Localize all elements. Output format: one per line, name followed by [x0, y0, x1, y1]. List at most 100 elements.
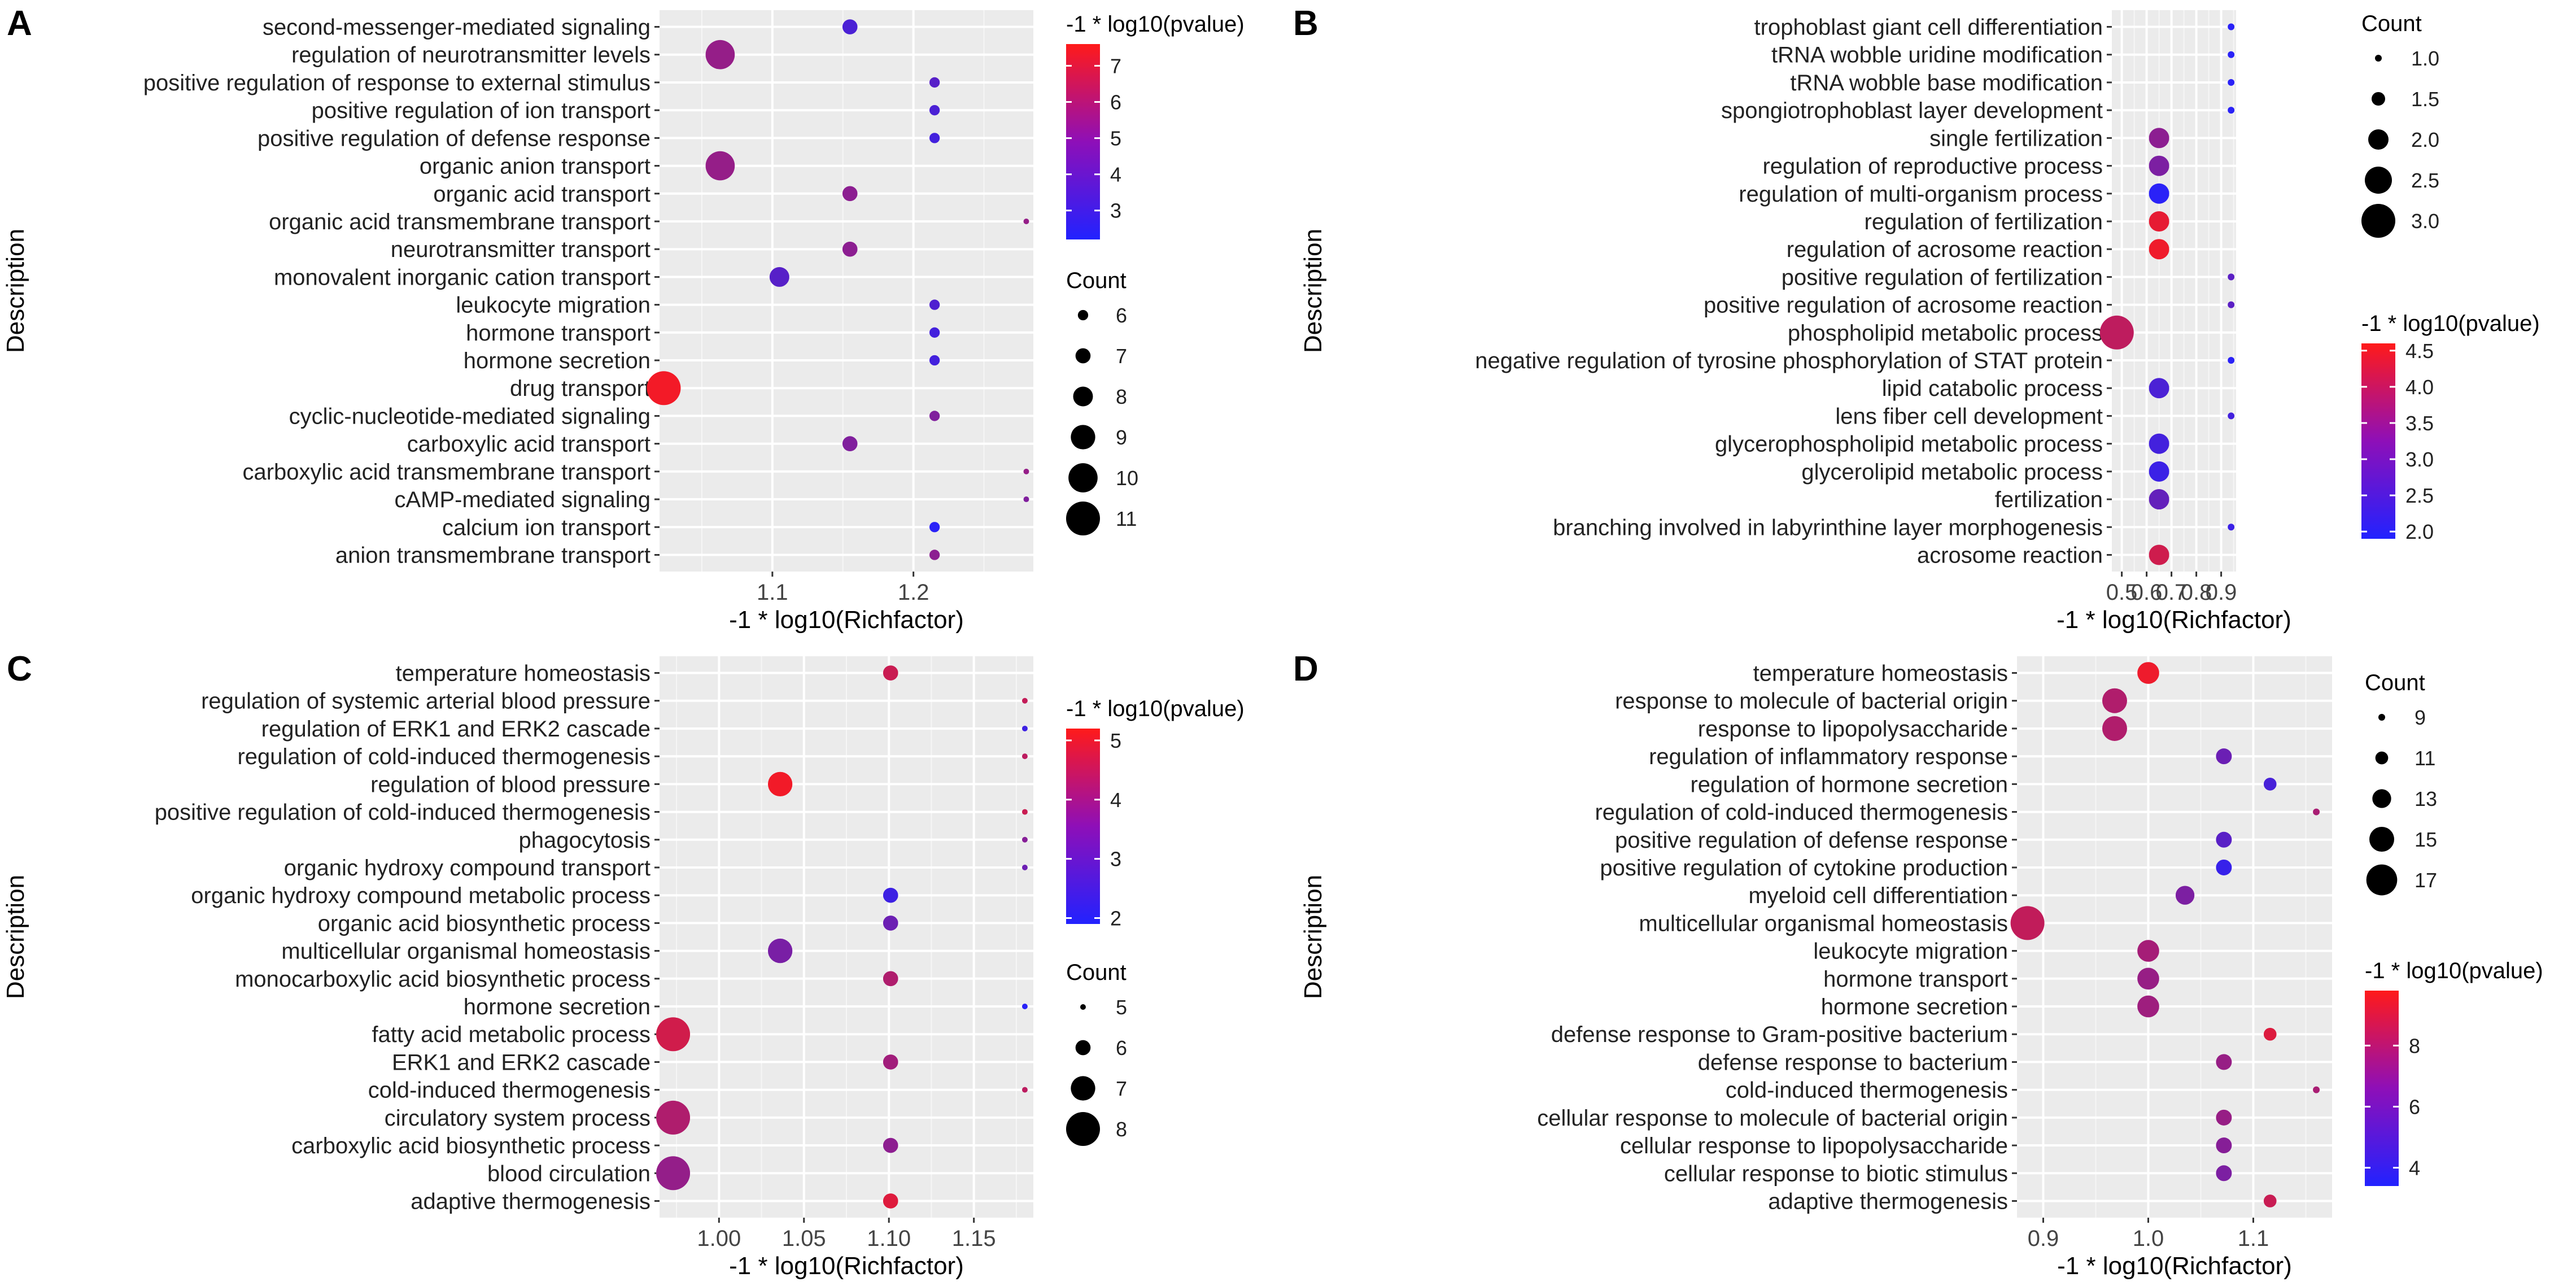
- category-label: organic anion transport: [420, 154, 650, 179]
- data-point: [2149, 239, 2169, 260]
- size-legend-label: 2.0: [2411, 128, 2439, 151]
- data-point: [2216, 859, 2232, 875]
- x-axis-title: -1 * log10(Richfactor): [2057, 606, 2291, 634]
- category-label: anion transmembrane transport: [335, 543, 650, 568]
- data-point: [929, 522, 940, 533]
- data-point: [2137, 940, 2159, 962]
- size-legend-label: 1.5: [2411, 88, 2439, 111]
- size-legend-dot: [2366, 864, 2398, 896]
- data-point: [883, 1137, 898, 1153]
- color-legend-label: 4: [2409, 1157, 2420, 1180]
- data-point: [705, 40, 735, 69]
- data-point: [883, 916, 898, 931]
- panel-label: D: [1293, 649, 1318, 688]
- data-point: [1021, 725, 1028, 731]
- category-label: positive regulation of fertilization: [1782, 265, 2103, 290]
- size-legend-dot: [1080, 1004, 1086, 1010]
- category-label: positive regulation of cytokine producti…: [1600, 856, 2008, 880]
- size-legend-label: 8: [1116, 1118, 1127, 1141]
- category-label: cyclic-nucleotide-mediated signaling: [289, 404, 650, 429]
- category-label: regulation of cold-induced thermogenesis: [237, 744, 650, 769]
- size-legend-label: 9: [2415, 706, 2426, 729]
- data-point: [2228, 301, 2235, 308]
- color-legend-label: 3.5: [2405, 412, 2434, 435]
- data-point: [767, 938, 793, 964]
- category-label: organic acid transmembrane transport: [269, 210, 650, 234]
- category-label: regulation of inflammatory response: [1649, 744, 2008, 769]
- category-label: regulation of hormone secretion: [1690, 772, 2008, 797]
- color-legend-label: 5: [1110, 127, 1121, 150]
- x-tick-label: 1.1: [2238, 1226, 2269, 1251]
- data-point: [1021, 809, 1028, 815]
- data-point: [2149, 461, 2169, 482]
- x-tick-label: 0.7: [2156, 580, 2188, 605]
- x-tick-label: 0.5: [2106, 580, 2138, 605]
- category-label: organic hydroxy compound transport: [284, 856, 650, 880]
- size-legend-dot: [1066, 502, 1100, 535]
- panel-label: A: [7, 4, 32, 43]
- panel-label: B: [1293, 4, 1318, 43]
- category-label: glycerolipid metabolic process: [1801, 460, 2103, 485]
- category-label: circulatory system process: [385, 1106, 650, 1131]
- category-label: hormone secretion: [464, 348, 650, 373]
- category-label: cAMP-mediated signaling: [394, 487, 650, 512]
- category-label: tRNA wobble base modification: [1790, 71, 2103, 95]
- category-label: regulation of multi-organism process: [1739, 182, 2103, 207]
- category-label: branching involved in labyrinthine layer…: [1553, 515, 2103, 540]
- size-legend-dot: [1075, 348, 1091, 364]
- category-label: defense response to Gram-positive bacter…: [1551, 1022, 2008, 1047]
- data-point: [842, 19, 858, 34]
- x-tick-label: 1.2: [898, 580, 929, 605]
- color-legend-label: 2.5: [2405, 484, 2434, 507]
- x-axis-title: -1 * log10(Richfactor): [2057, 1252, 2292, 1280]
- category-label: regulation of systemic arterial blood pr…: [201, 689, 650, 714]
- category-label: positive regulation of defense response: [257, 126, 650, 151]
- data-point: [2149, 183, 2169, 204]
- data-point: [883, 887, 898, 903]
- data-point: [883, 971, 898, 987]
- category-label: cellular response to molecule of bacteri…: [1537, 1106, 2008, 1131]
- data-point: [2137, 995, 2159, 1018]
- size-legend-dot: [2378, 714, 2385, 721]
- category-label: fertilization: [1995, 487, 2103, 512]
- data-point: [1021, 836, 1028, 843]
- color-legend-label: 3.0: [2405, 448, 2434, 471]
- category-label: multicellular organismal homeostasis: [1639, 911, 2008, 936]
- category-label: cold-induced thermogenesis: [1726, 1078, 2008, 1103]
- data-point: [2149, 378, 2169, 399]
- data-point: [929, 550, 940, 560]
- data-point: [767, 771, 793, 797]
- size-legend-dot: [2375, 55, 2382, 62]
- size-legend-dot: [2375, 751, 2389, 765]
- x-tick-label: 1.00: [697, 1226, 741, 1251]
- data-point: [2263, 1027, 2277, 1041]
- data-point: [2228, 23, 2235, 30]
- y-axis-title: Description: [2, 875, 29, 999]
- category-label: regulation of blood pressure: [370, 772, 650, 797]
- data-point: [1021, 698, 1028, 704]
- color-legend-label: 3: [1110, 848, 1121, 871]
- category-label: negative regulation of tyrosine phosphor…: [1475, 348, 2103, 373]
- size-legend-label: 11: [2415, 747, 2435, 770]
- data-point: [2228, 79, 2235, 86]
- plot-background: [660, 10, 1033, 572]
- size-legend-dot: [2368, 129, 2389, 150]
- category-label: single fertilization: [1929, 126, 2103, 151]
- size-legend-label: 17: [2415, 869, 2437, 892]
- size-legend-dot: [2372, 789, 2391, 808]
- data-point: [2175, 886, 2195, 905]
- data-point: [929, 77, 940, 88]
- size-legend-dot: [1071, 425, 1095, 450]
- data-point: [647, 371, 681, 406]
- category-label: calcium ion transport: [442, 515, 650, 540]
- data-point: [842, 436, 858, 451]
- category-label: monocarboxylic acid biosynthetic process: [235, 967, 650, 992]
- color-legend-label: 3: [1110, 199, 1121, 223]
- data-point: [2216, 1165, 2232, 1182]
- data-point: [883, 665, 898, 681]
- data-point: [2228, 412, 2235, 420]
- color-legend-title: -1 * log10(pvalue): [1066, 696, 1245, 721]
- data-point: [929, 411, 940, 421]
